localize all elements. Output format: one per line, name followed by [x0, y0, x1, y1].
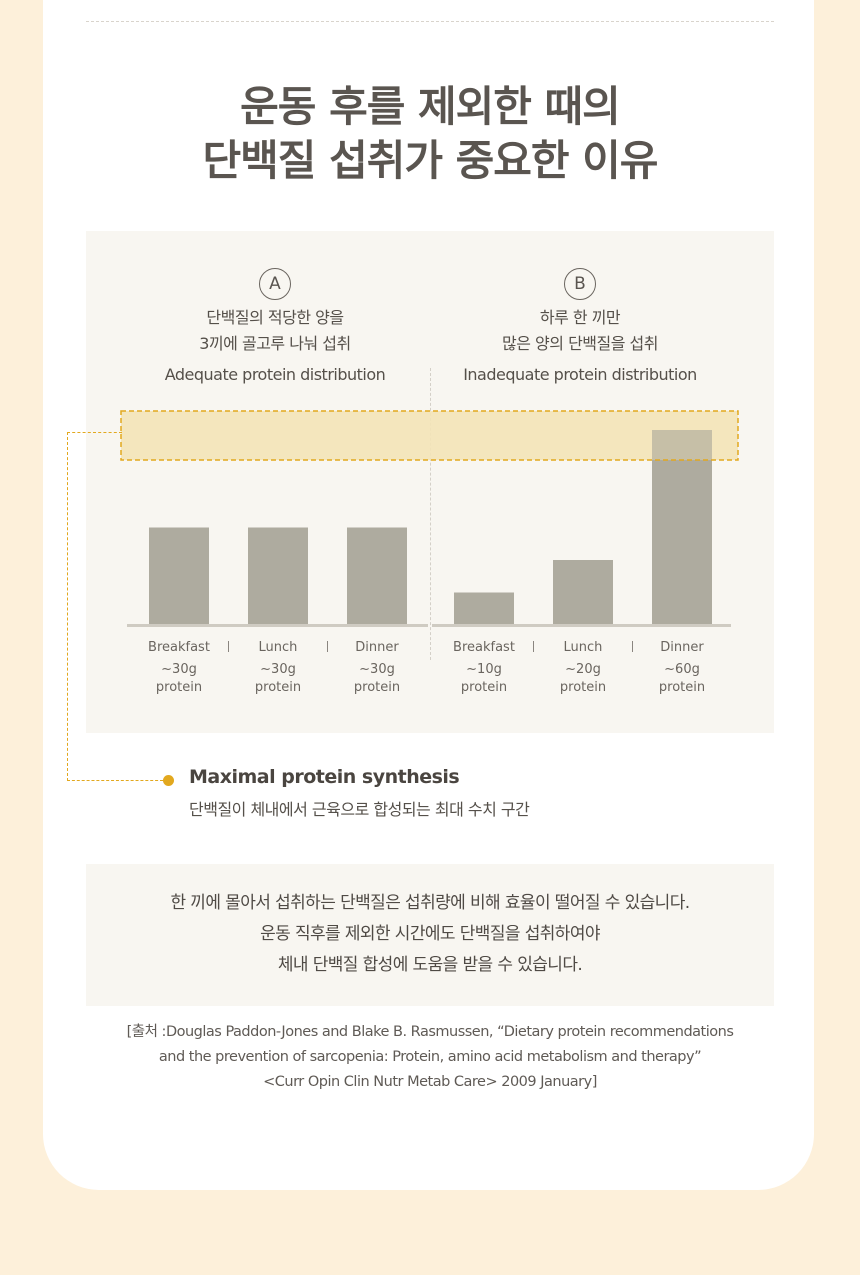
- bar-a-breakfast: [149, 527, 209, 625]
- note-line-3: 체내 단백질 합성에 도움을 받을 수 있습니다.: [277, 955, 583, 975]
- bar-b-lunch: [553, 560, 613, 625]
- zone-subtitle: 단백질이 체내에서 근육으로 합성되는 최대 수치 구간: [189, 800, 530, 819]
- tick-unit: protein: [658, 680, 706, 695]
- tick-unit: protein: [254, 680, 302, 695]
- tick-label-a-dinner: Dinner ~30g protein: [331, 639, 423, 697]
- source-line-3: <Curr Opin Clin Nutr Metab Care> 2009 Ja…: [263, 1074, 597, 1090]
- bar-b-dinner: [652, 430, 712, 625]
- zone-marker-dot: [163, 775, 174, 786]
- group-b-desc-ko: 하루 한 끼만 많은 양의 단백질을 섭취: [430, 305, 730, 357]
- group-a-letter-badge: A: [259, 268, 291, 300]
- tick-category: Breakfast: [453, 640, 515, 655]
- note-line-2: 운동 직후를 제외한 시간에도 단백질을 섭취하여야: [260, 924, 600, 944]
- tick-category: Dinner: [660, 640, 704, 655]
- group-b-desc-ko-line-1: 하루 한 끼만: [539, 308, 621, 327]
- source-line-2: and the prevention of sarcopenia: Protei…: [158, 1049, 702, 1065]
- tick-label-a-lunch: Lunch ~30g protein: [232, 639, 324, 697]
- tick-category: Dinner: [355, 640, 399, 655]
- tick-unit: protein: [155, 680, 203, 695]
- note-box: 한 끼에 몰아서 섭취하는 단백질은 섭취량에 비해 효율이 떨어질 수 있습니…: [86, 864, 774, 1006]
- bar-a-lunch: [248, 527, 308, 625]
- source-line-1: [출처 :Douglas Paddon-Jones and Blake B. R…: [126, 1024, 734, 1040]
- tick-unit: protein: [353, 680, 401, 695]
- group-a-desc-en: Adequate protein distribution: [164, 365, 386, 384]
- zone-connector-vertical: [67, 432, 68, 781]
- tick-category: Lunch: [258, 640, 298, 655]
- tick-amount: ~30g: [161, 662, 197, 677]
- tick-amount: ~10g: [466, 662, 502, 677]
- top-divider: [86, 21, 774, 22]
- page-title: 운동 후를 제외한 때의 단백질 섭취가 중요한 이유: [0, 80, 860, 188]
- group-b-desc-ko-line-2: 많은 양의 단백질을 섭취: [502, 334, 658, 353]
- tick-label-b-lunch: Lunch ~20g protein: [537, 639, 629, 697]
- tick-unit: protein: [460, 680, 508, 695]
- group-b-letter-badge: B: [564, 268, 596, 300]
- title-line-1: 운동 후를 제외한 때의: [240, 82, 621, 131]
- tick-label-b-dinner: Dinner ~60g protein: [636, 639, 728, 697]
- tick-amount: ~30g: [260, 662, 296, 677]
- tick-category: Lunch: [563, 640, 603, 655]
- group-a-header: A 단백질의 적당한 양을 3끼에 골고루 나눠 섭취 Adequate pro…: [125, 268, 425, 388]
- protein-synthesis-band-border: [120, 410, 739, 461]
- group-b-desc-en: Inadequate protein distribution: [463, 365, 697, 384]
- bar-b-breakfast: [454, 592, 514, 625]
- source-citation: [출처 :Douglas Paddon-Jones and Blake B. R…: [86, 1020, 774, 1095]
- bar-a-dinner: [347, 527, 407, 625]
- note-line-1: 한 끼에 몰아서 섭취하는 단백질은 섭취량에 비해 효율이 떨어질 수 있습니…: [170, 893, 690, 913]
- tick-separator: [327, 641, 328, 652]
- tick-amount: ~30g: [359, 662, 395, 677]
- zone-title: Maximal protein synthesis: [189, 766, 460, 788]
- tick-category: Breakfast: [148, 640, 210, 655]
- tick-unit: protein: [559, 680, 607, 695]
- tick-label-b-breakfast: Breakfast ~10g protein: [438, 639, 530, 697]
- title-line-2: 단백질 섭취가 중요한 이유: [202, 136, 659, 185]
- protein-synthesis-band: [121, 411, 738, 460]
- tick-separator: [632, 641, 633, 652]
- tick-label-a-breakfast: Breakfast ~30g protein: [133, 639, 225, 697]
- tick-amount: ~20g: [565, 662, 601, 677]
- zone-connector-top: [67, 432, 122, 433]
- group-a-desc-ko-line-2: 3끼에 골고루 나눠 섭취: [199, 334, 351, 353]
- group-a-desc-ko: 단백질의 적당한 양을 3끼에 골고루 나눠 섭취: [125, 305, 425, 357]
- tick-separator: [533, 641, 534, 652]
- tick-amount: ~60g: [664, 662, 700, 677]
- group-a-desc-ko-line-1: 단백질의 적당한 양을: [206, 308, 344, 327]
- tick-separator: [228, 641, 229, 652]
- group-b-header: B 하루 한 끼만 많은 양의 단백질을 섭취 Inadequate prote…: [430, 268, 730, 388]
- zone-connector-bottom: [67, 780, 163, 781]
- group-divider: [430, 368, 431, 660]
